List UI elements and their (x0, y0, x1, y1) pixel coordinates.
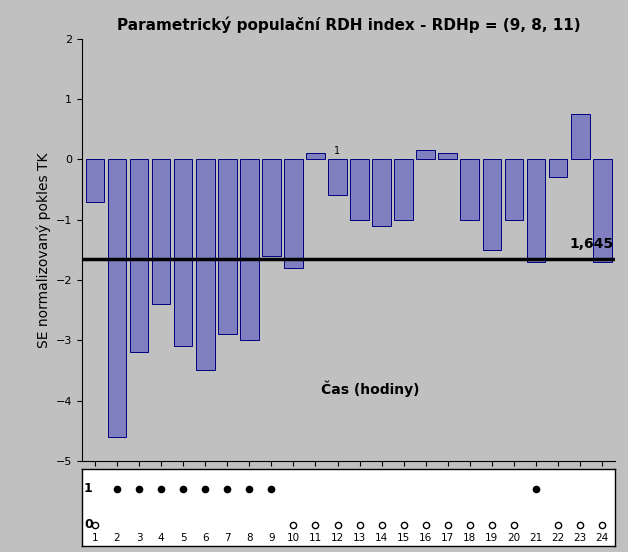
Bar (350, 160, 369, 220)
Bar (527, 160, 545, 262)
Text: 22: 22 (551, 533, 565, 543)
Bar (85, 160, 104, 201)
Text: 19: 19 (485, 533, 499, 543)
Bar (306, 153, 325, 160)
Bar (505, 160, 523, 220)
Bar (107, 160, 126, 437)
Text: 12: 12 (331, 533, 344, 543)
Text: Čas (hodiny): Čas (hodiny) (322, 380, 420, 397)
Text: 1: 1 (92, 533, 98, 543)
Text: 8: 8 (246, 533, 252, 543)
Text: 1: 1 (335, 146, 340, 156)
Bar (571, 114, 590, 160)
Text: 5: 5 (180, 533, 187, 543)
Bar (593, 160, 612, 262)
Bar (328, 160, 347, 195)
Bar (218, 160, 237, 334)
Bar (152, 160, 170, 304)
Bar (284, 160, 303, 268)
Bar (438, 153, 457, 160)
Text: 16: 16 (419, 533, 432, 543)
Text: 10: 10 (287, 533, 300, 543)
Bar (174, 160, 192, 346)
Text: 3: 3 (136, 533, 143, 543)
Bar (372, 160, 391, 226)
Bar (129, 160, 148, 352)
Text: 9: 9 (268, 533, 274, 543)
Bar (262, 160, 281, 256)
Bar (460, 160, 479, 220)
Text: 6: 6 (202, 533, 208, 543)
Y-axis label: SE normalizovaný pokles TK: SE normalizovaný pokles TK (37, 152, 51, 348)
Bar (394, 160, 413, 220)
Bar (240, 160, 259, 340)
Bar (196, 160, 215, 370)
Text: 23: 23 (573, 533, 587, 543)
Bar (416, 150, 435, 160)
Bar (482, 160, 501, 250)
Text: 11: 11 (309, 533, 322, 543)
Text: 1,645: 1,645 (569, 237, 613, 251)
Text: 21: 21 (529, 533, 543, 543)
Text: 7: 7 (224, 533, 230, 543)
Text: 17: 17 (441, 533, 455, 543)
Text: 1: 1 (84, 482, 93, 495)
Text: 2: 2 (114, 533, 120, 543)
Text: 14: 14 (375, 533, 388, 543)
Text: 20: 20 (507, 533, 521, 543)
Text: 0: 0 (84, 518, 93, 532)
Text: 18: 18 (463, 533, 477, 543)
Text: 4: 4 (158, 533, 165, 543)
Text: 13: 13 (353, 533, 366, 543)
Text: 15: 15 (397, 533, 410, 543)
Bar (549, 160, 568, 177)
Text: 24: 24 (595, 533, 609, 543)
Title: Parametrický populační RDH index - RDHp = (9, 8, 11): Parametrický populační RDH index - RDHp … (117, 17, 580, 33)
